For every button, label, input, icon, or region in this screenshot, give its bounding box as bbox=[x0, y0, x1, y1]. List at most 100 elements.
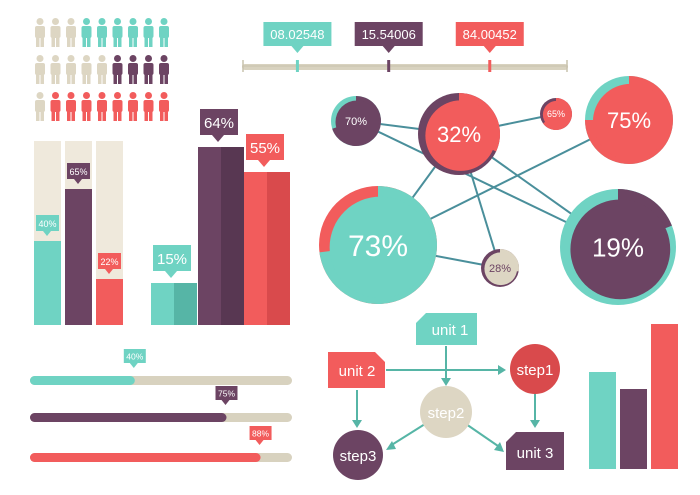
person-leg bbox=[102, 36, 106, 47]
progress-label-pointer bbox=[255, 440, 264, 445]
person-head bbox=[160, 92, 168, 99]
bar-label-tag: 22% bbox=[98, 253, 121, 274]
person-leg bbox=[144, 110, 148, 121]
person-leg bbox=[113, 73, 117, 84]
bar3d-side bbox=[174, 283, 197, 325]
person-leg bbox=[98, 36, 102, 47]
person-leg bbox=[118, 110, 122, 121]
person-leg bbox=[149, 73, 153, 84]
bar3d-side bbox=[267, 172, 290, 325]
person-icon bbox=[97, 55, 107, 84]
bar3d-label-tag: 64% bbox=[200, 109, 238, 142]
person-leg bbox=[129, 36, 133, 47]
person-body bbox=[66, 100, 76, 112]
step3-label: step3 bbox=[340, 448, 377, 465]
timeline-marker: 84.00452 bbox=[455, 22, 524, 72]
person-head bbox=[83, 18, 90, 25]
person-leg bbox=[133, 36, 137, 47]
person-head bbox=[67, 55, 75, 62]
person-body bbox=[81, 26, 92, 38]
node-label: 73% bbox=[348, 230, 408, 263]
person-icon bbox=[97, 92, 107, 121]
person-leg bbox=[160, 36, 164, 47]
bar-label-box bbox=[98, 253, 121, 269]
progress-label-tag: 75% bbox=[215, 386, 238, 405]
bar3d-front bbox=[151, 283, 174, 325]
person-head bbox=[160, 55, 168, 62]
bar-label-pointer bbox=[105, 269, 113, 274]
person-leg bbox=[82, 73, 86, 84]
person-body bbox=[112, 100, 123, 112]
person-leg bbox=[133, 73, 137, 84]
timeline-marker-pointer bbox=[483, 46, 496, 53]
person-body bbox=[143, 100, 154, 112]
person-body bbox=[50, 26, 61, 38]
person-head bbox=[83, 55, 90, 62]
bar-label: 40% bbox=[38, 219, 56, 229]
bar3d-label-box bbox=[200, 109, 238, 135]
person-body bbox=[159, 26, 169, 38]
bar-label-pointer bbox=[43, 231, 51, 236]
person-icon bbox=[128, 55, 138, 84]
person-body bbox=[128, 100, 138, 112]
timeline-marker: 15.54006 bbox=[354, 22, 423, 72]
person-head bbox=[145, 92, 152, 99]
person-icon bbox=[143, 92, 154, 121]
bar-label-tag: 65% bbox=[67, 163, 90, 184]
bar3d-label: 55% bbox=[250, 140, 280, 157]
timeline-marker-pointer bbox=[291, 46, 304, 53]
bottom-right-bar bbox=[589, 372, 616, 469]
person-body bbox=[128, 63, 138, 75]
timeline-marker-box bbox=[354, 22, 423, 46]
step1-label: step1 bbox=[517, 362, 554, 379]
person-leg bbox=[102, 73, 106, 84]
person-leg bbox=[160, 73, 164, 84]
person-head bbox=[67, 18, 75, 25]
person-icon bbox=[35, 18, 45, 47]
person-icon bbox=[128, 18, 138, 47]
person-icon bbox=[35, 92, 45, 121]
people-pictogram bbox=[35, 18, 169, 121]
unit2-corner bbox=[375, 352, 385, 362]
person-head bbox=[52, 18, 59, 25]
node-inner bbox=[484, 252, 518, 286]
unit3-label: unit 3 bbox=[517, 445, 554, 462]
person-leg bbox=[56, 73, 60, 84]
progress-label-box bbox=[215, 386, 238, 400]
bar3d-label-box bbox=[246, 134, 284, 160]
bar-fill bbox=[34, 241, 61, 325]
person-head bbox=[52, 92, 59, 99]
person-icon bbox=[112, 92, 123, 121]
vertical-bars-3d: 15% 64% 55% bbox=[151, 109, 290, 325]
person-leg bbox=[56, 110, 60, 121]
person-head bbox=[145, 55, 152, 62]
timeline-marker-value: 84.00452 bbox=[463, 27, 517, 42]
bar3d-label-box bbox=[153, 245, 191, 271]
person-leg bbox=[67, 36, 71, 47]
flowchart: unit 1 unit 2 step1 step2 step3 unit 3 bbox=[328, 313, 564, 480]
node-label: 28% bbox=[489, 263, 511, 275]
unit3-corner bbox=[506, 432, 516, 442]
person-icon bbox=[112, 55, 123, 84]
person-leg bbox=[87, 110, 91, 121]
bar-label-box bbox=[36, 215, 59, 231]
arrowhead bbox=[352, 420, 362, 428]
timeline-marker-pointer bbox=[382, 46, 395, 53]
timeline-track bbox=[242, 64, 568, 70]
person-leg bbox=[71, 36, 75, 47]
unit2-label: unit 2 bbox=[339, 363, 376, 380]
person-head bbox=[129, 18, 137, 25]
bottom-right-bar bbox=[620, 389, 647, 469]
person-leg bbox=[67, 73, 71, 84]
percentage-network: 70% 32% 65% 75% 73% 28% 19% bbox=[319, 76, 676, 305]
person-leg bbox=[51, 110, 55, 121]
timeline-marker-box bbox=[455, 22, 524, 46]
bar3d-label: 15% bbox=[157, 251, 187, 268]
bar-label: 22% bbox=[100, 257, 118, 267]
person-head bbox=[145, 18, 152, 25]
flow-arrowheads bbox=[352, 365, 540, 452]
node-label: 19% bbox=[592, 232, 644, 262]
progress-label-box bbox=[123, 349, 146, 363]
timeline-marker-tick bbox=[295, 60, 299, 72]
